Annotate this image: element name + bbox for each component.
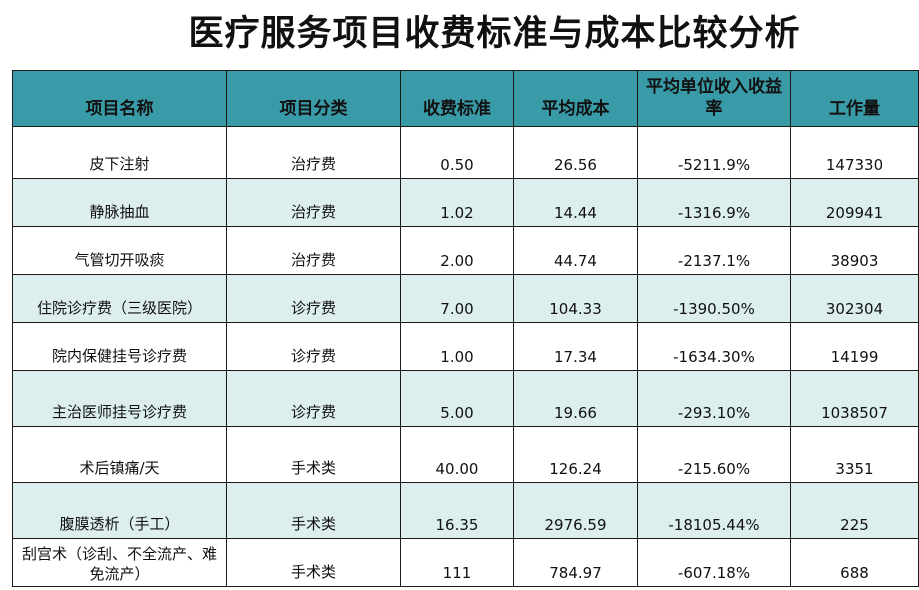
table-row: 腹膜透析（手工） 手术类 16.35 2976.59 -18105.44% 22… xyxy=(12,482,919,539)
cell-workload: 3351 xyxy=(790,426,919,483)
cell-ratio: -293.10% xyxy=(637,370,791,427)
cell-fee: 5.00 xyxy=(400,370,514,427)
header-project-name: 项目名称 xyxy=(12,70,227,127)
cell-workload: 14199 xyxy=(790,322,919,371)
cell-ratio: -5211.9% xyxy=(637,126,791,179)
cell-name: 皮下注射 xyxy=(12,126,227,179)
cell-category: 手术类 xyxy=(226,482,401,539)
cell-fee: 7.00 xyxy=(400,274,514,323)
cell-workload: 225 xyxy=(790,482,919,539)
table-row: 皮下注射 治疗费 0.50 26.56 -5211.9% 147330 xyxy=(12,126,919,179)
cell-fee: 111 xyxy=(400,538,514,587)
cell-fee: 1.02 xyxy=(400,178,514,227)
cell-name: 住院诊疗费（三级医院） xyxy=(12,274,227,323)
cell-ratio: -607.18% xyxy=(637,538,791,587)
table-row: 术后镇痛/天 手术类 40.00 126.24 -215.60% 3351 xyxy=(12,426,919,483)
header-revenue-ratio: 平均单位收入收益率 xyxy=(637,70,791,127)
cell-cost: 14.44 xyxy=(513,178,638,227)
table-row: 院内保健挂号诊疗费 诊疗费 1.00 17.34 -1634.30% 14199 xyxy=(12,322,919,371)
cell-cost: 26.56 xyxy=(513,126,638,179)
cell-name: 气管切开吸痰 xyxy=(12,226,227,275)
cell-workload: 302304 xyxy=(790,274,919,323)
cell-ratio: -1316.9% xyxy=(637,178,791,227)
cell-cost: 104.33 xyxy=(513,274,638,323)
cell-cost: 126.24 xyxy=(513,426,638,483)
cell-category: 治疗费 xyxy=(226,226,401,275)
cell-workload: 688 xyxy=(790,538,919,587)
table-row: 气管切开吸痰 治疗费 2.00 44.74 -2137.1% 38903 xyxy=(12,226,919,275)
table-row: 主治医师挂号诊疗费 诊疗费 5.00 19.66 -293.10% 103850… xyxy=(12,370,919,427)
cell-workload: 147330 xyxy=(790,126,919,179)
cell-fee: 1.00 xyxy=(400,322,514,371)
header-workload: 工作量 xyxy=(790,70,919,127)
cell-category: 治疗费 xyxy=(226,178,401,227)
cell-ratio: -18105.44% xyxy=(637,482,791,539)
cell-name: 院内保健挂号诊疗费 xyxy=(12,322,227,371)
cell-cost: 19.66 xyxy=(513,370,638,427)
cell-cost: 2976.59 xyxy=(513,482,638,539)
cell-name: 静脉抽血 xyxy=(12,178,227,227)
cell-name: 腹膜透析（手工） xyxy=(12,482,227,539)
cost-comparison-table: 项目名称 项目分类 收费标准 平均成本 平均单位收入收益率 工作量 皮下注射 治… xyxy=(12,70,919,587)
cell-name: 术后镇痛/天 xyxy=(12,426,227,483)
cell-category: 手术类 xyxy=(226,538,401,587)
header-project-category: 项目分类 xyxy=(226,70,401,127)
cell-category: 诊疗费 xyxy=(226,370,401,427)
cell-ratio: -215.60% xyxy=(637,426,791,483)
page-title: 医疗服务项目收费标准与成本比较分析 xyxy=(188,14,801,54)
cell-ratio: -2137.1% xyxy=(637,226,791,275)
table-row: 住院诊疗费（三级医院） 诊疗费 7.00 104.33 -1390.50% 30… xyxy=(12,274,919,323)
cell-cost: 44.74 xyxy=(513,226,638,275)
cell-fee: 2.00 xyxy=(400,226,514,275)
cell-category: 手术类 xyxy=(226,426,401,483)
cell-category: 诊疗费 xyxy=(226,274,401,323)
cell-ratio: -1634.30% xyxy=(637,322,791,371)
cell-cost: 17.34 xyxy=(513,322,638,371)
header-row: 项目名称 项目分类 收费标准 平均成本 平均单位收入收益率 工作量 xyxy=(12,70,919,127)
header-fee-standard: 收费标准 xyxy=(400,70,514,127)
cell-name: 主治医师挂号诊疗费 xyxy=(12,370,227,427)
cell-workload: 209941 xyxy=(790,178,919,227)
table-row: 刮宫术（诊刮、不全流产、难免流产） 手术类 111 784.97 -607.18… xyxy=(12,538,919,587)
cell-workload: 38903 xyxy=(790,226,919,275)
cell-fee: 16.35 xyxy=(400,482,514,539)
cell-fee: 0.50 xyxy=(400,126,514,179)
table-row: 静脉抽血 治疗费 1.02 14.44 -1316.9% 209941 xyxy=(12,178,919,227)
cell-ratio: -1390.50% xyxy=(637,274,791,323)
cell-name: 刮宫术（诊刮、不全流产、难免流产） xyxy=(12,538,227,587)
cell-category: 诊疗费 xyxy=(226,322,401,371)
cell-fee: 40.00 xyxy=(400,426,514,483)
cell-category: 治疗费 xyxy=(226,126,401,179)
cell-workload: 1038507 xyxy=(790,370,919,427)
header-average-cost: 平均成本 xyxy=(513,70,638,127)
cell-cost: 784.97 xyxy=(513,538,638,587)
